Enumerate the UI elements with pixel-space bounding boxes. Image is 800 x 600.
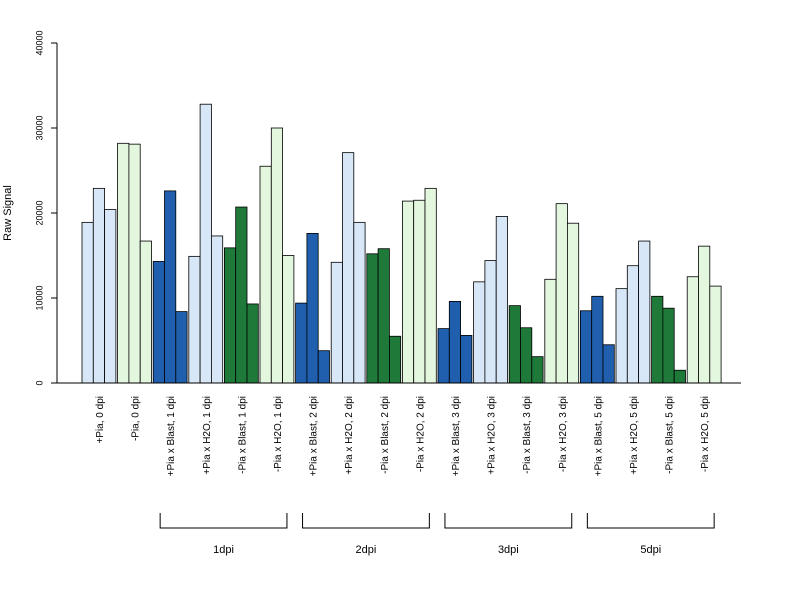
bar [448,300,461,384]
y-tick-label: 30000 [34,115,44,140]
bar [306,232,319,384]
group-bracket [586,513,715,529]
bar [128,143,141,384]
bar [92,187,106,384]
bar [377,248,390,384]
x-category-label: +Pia x Blast, 3 dpi [451,396,462,476]
bar [175,311,188,384]
bar [520,327,533,384]
y-tick-label: 40000 [34,30,44,55]
bar [164,190,177,384]
bar [495,215,508,384]
bar [662,307,675,384]
bar [152,261,165,384]
bar [686,276,699,384]
bar [295,302,308,384]
bar [698,245,711,384]
x-category-label: -Pia x H2O, 5 dpi [700,396,711,472]
bar [638,240,651,384]
bars-layer [81,103,722,384]
bar [139,240,152,384]
bar [460,334,473,384]
group-label: 3dpi [498,544,519,556]
bar [223,247,237,384]
bar [531,356,544,384]
bar [317,350,330,384]
bar [413,199,426,384]
x-category-label: +Pia x H2O, 1 dpi [202,396,213,475]
x-category-label: +Pia x Blast, 2 dpi [309,396,320,476]
bar [330,261,343,384]
group-bracket [159,513,288,529]
bar [246,303,259,384]
bar [626,265,639,384]
y-axis-title: Raw Signal [2,185,14,241]
group-label: 5dpi [640,544,661,556]
bar [555,203,568,384]
x-category-label: -Pia x Blast, 5 dpi [665,396,676,474]
x-category-label: -Pia x H2O, 1 dpi [273,396,284,472]
bar [117,142,130,384]
bar [270,127,283,384]
bar [401,200,415,384]
bar [210,235,224,384]
bar [366,253,379,384]
bar [259,165,272,384]
x-category-label: -Pia x H2O, 3 dpi [558,396,569,472]
bar [104,209,117,384]
bar [580,310,593,384]
bar [544,278,557,384]
x-category-label: +Pia x Blast, 1 dpi [166,396,177,476]
bar [484,260,497,384]
y-ticks-layer: 0 10000 20000 30000 40000 [34,30,57,386]
x-category-label: -Pia, 0 dpi [131,396,142,441]
x-category-label: +Pia, 0 dpi [95,396,106,444]
bar [602,344,615,384]
bar [342,152,355,384]
bar [615,288,628,384]
axes-layer: Raw Signal [2,43,741,384]
y-tick-label: 10000 [34,285,44,310]
bar [424,187,437,384]
bar [282,255,295,384]
x-category-label: -Pia x Blast, 2 dpi [380,396,391,474]
bar [651,295,664,384]
bar [508,305,521,384]
group-bracket [444,513,573,529]
group-brackets-layer: 1dpi 2dpi 3dpi 5dpi [159,513,715,556]
bar [591,295,604,384]
bar [567,222,580,384]
x-category-label: -Pia x Blast, 3 dpi [522,396,533,474]
bar [81,221,94,384]
bar [353,221,366,384]
y-tick-label: 20000 [34,200,44,225]
x-labels-layer: +Pia, 0 dpi -Pia, 0 dpi +Pia x Blast, 1 dp… [95,396,711,476]
bar [709,285,722,384]
x-category-label: -Pia x H2O, 2 dpi [415,396,426,472]
group-label: 2dpi [356,544,377,556]
group-bracket [302,513,430,529]
x-category-label: +Pia x Blast, 5 dpi [593,396,604,476]
x-category-label: -Pia x Blast, 1 dpi [237,396,248,474]
bar [235,206,248,384]
x-category-label: +Pia x H2O, 5 dpi [629,396,640,475]
bar [437,328,450,384]
bar [199,103,212,384]
bar [473,281,486,384]
x-category-label: +Pia x H2O, 2 dpi [344,396,355,475]
group-label: 1dpi [213,544,234,556]
y-tick-label: 0 [34,380,44,385]
bar [673,369,686,384]
bar [388,335,402,384]
x-category-label: +Pia x H2O, 3 dpi [487,396,498,475]
bar [188,255,201,384]
